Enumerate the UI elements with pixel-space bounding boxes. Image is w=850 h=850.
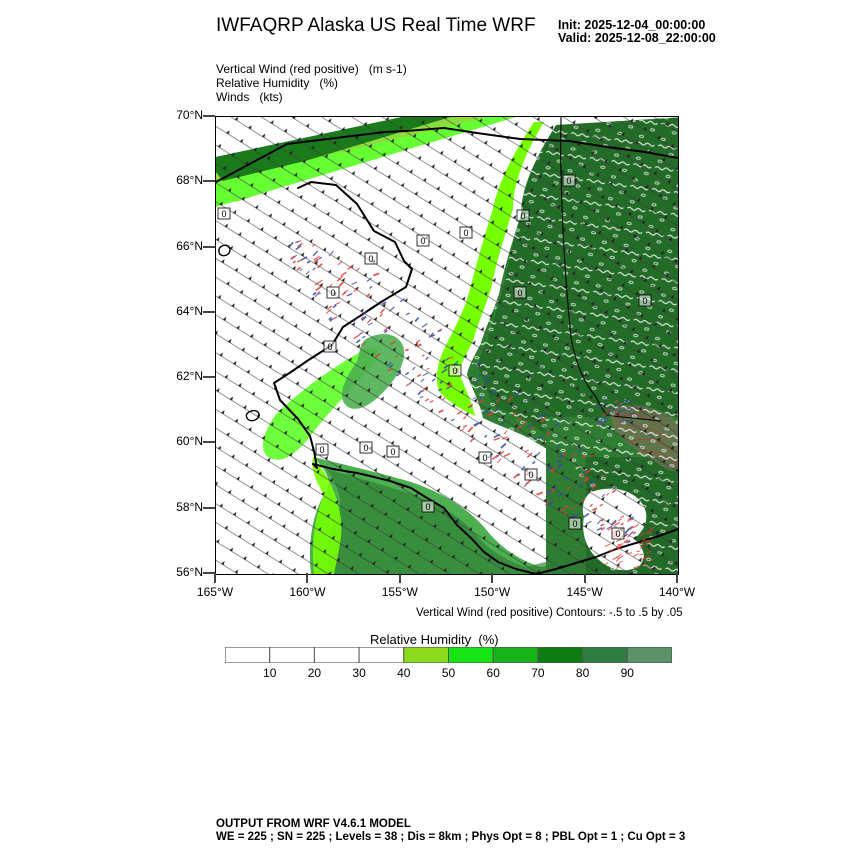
svg-text:0: 0 (221, 209, 226, 219)
svg-text:0: 0 (642, 296, 647, 306)
svg-text:20: 20 (308, 666, 322, 680)
svg-text:0: 0 (520, 211, 525, 221)
svg-text:0: 0 (390, 447, 395, 457)
svg-text:0: 0 (330, 288, 335, 298)
svg-text:30: 30 (352, 666, 366, 680)
svg-text:0: 0 (452, 366, 457, 376)
svg-text:70: 70 (531, 666, 545, 680)
svg-text:0: 0 (615, 529, 620, 539)
svg-text:0: 0 (572, 519, 577, 529)
svg-text:60: 60 (487, 666, 501, 680)
svg-text:90: 90 (621, 666, 635, 680)
svg-text:0: 0 (566, 176, 571, 186)
svg-text:10: 10 (263, 666, 277, 680)
svg-text:50: 50 (442, 666, 456, 680)
svg-text:0: 0 (319, 445, 324, 455)
svg-text:0: 0 (327, 342, 332, 352)
svg-text:0: 0 (528, 470, 533, 480)
svg-text:0: 0 (463, 228, 468, 238)
svg-text:0: 0 (420, 236, 425, 246)
svg-text:40: 40 (397, 666, 411, 680)
svg-text:0: 0 (425, 502, 430, 512)
svg-text:0: 0 (482, 453, 487, 463)
svg-text:0: 0 (368, 254, 373, 264)
svg-text:80: 80 (576, 666, 590, 680)
svg-text:0: 0 (517, 288, 522, 298)
svg-text:0: 0 (363, 443, 368, 453)
